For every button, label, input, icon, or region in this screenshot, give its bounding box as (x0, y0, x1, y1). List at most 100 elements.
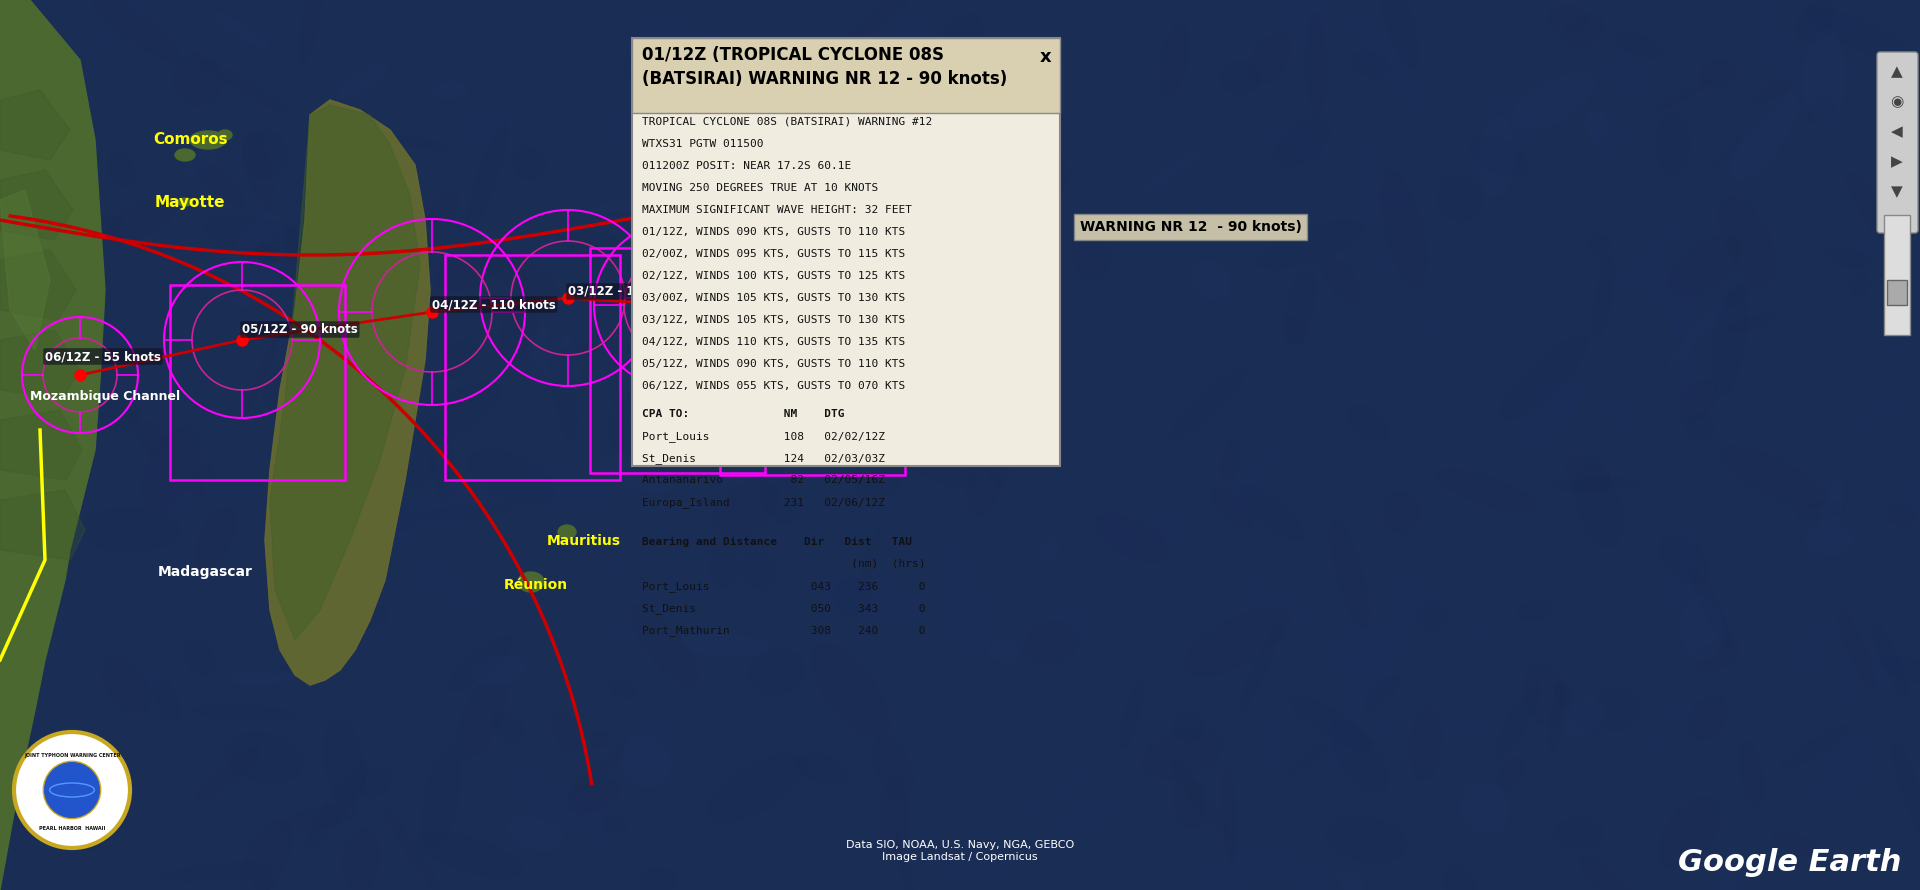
Ellipse shape (359, 766, 392, 798)
Ellipse shape (1705, 94, 1786, 174)
Text: 06/12Z - 55 knots: 06/12Z - 55 knots (44, 350, 161, 363)
Ellipse shape (622, 43, 712, 92)
Ellipse shape (795, 752, 849, 786)
Ellipse shape (1569, 704, 1611, 769)
Ellipse shape (749, 649, 806, 695)
Ellipse shape (1797, 0, 1834, 43)
Text: ▼: ▼ (1891, 184, 1903, 199)
Ellipse shape (1463, 47, 1498, 88)
Ellipse shape (708, 125, 760, 216)
Ellipse shape (1705, 828, 1753, 851)
Ellipse shape (1523, 665, 1571, 727)
Bar (1887, 280, 1907, 305)
Ellipse shape (1651, 271, 1699, 342)
Ellipse shape (1659, 797, 1720, 869)
Ellipse shape (1730, 94, 1799, 182)
Ellipse shape (1755, 2, 1801, 95)
Text: 04/12Z, WINDS 110 KTS, GUSTS TO 135 KTS: 04/12Z, WINDS 110 KTS, GUSTS TO 135 KTS (641, 337, 904, 347)
Ellipse shape (1816, 475, 1845, 556)
Ellipse shape (422, 746, 461, 850)
Ellipse shape (950, 53, 995, 81)
Ellipse shape (1548, 5, 1590, 33)
Ellipse shape (94, 214, 123, 235)
Ellipse shape (407, 382, 501, 447)
Ellipse shape (1154, 506, 1187, 544)
Ellipse shape (1240, 622, 1283, 709)
Bar (720, 245, 904, 475)
Ellipse shape (1160, 23, 1190, 97)
Bar (445, 255, 620, 480)
Text: Bearing and Distance    Dir   Dist   TAU: Bearing and Distance Dir Dist TAU (641, 537, 912, 546)
Ellipse shape (1423, 712, 1511, 740)
Ellipse shape (186, 530, 217, 574)
Ellipse shape (1845, 173, 1908, 262)
Text: Mauritius: Mauritius (547, 534, 620, 548)
Ellipse shape (113, 392, 221, 430)
Ellipse shape (1672, 786, 1786, 805)
Ellipse shape (1286, 861, 1325, 890)
Ellipse shape (1557, 695, 1605, 735)
Ellipse shape (1200, 845, 1302, 890)
Ellipse shape (849, 623, 870, 646)
Ellipse shape (56, 398, 92, 407)
Ellipse shape (1116, 239, 1137, 261)
Bar (632, 38, 1060, 113)
Ellipse shape (518, 572, 543, 592)
Polygon shape (0, 490, 84, 560)
Circle shape (44, 762, 100, 818)
Ellipse shape (1471, 616, 1494, 647)
Ellipse shape (639, 12, 735, 84)
Ellipse shape (129, 413, 205, 496)
Ellipse shape (975, 204, 1012, 237)
Bar (589, 248, 764, 473)
Ellipse shape (559, 525, 576, 539)
Ellipse shape (893, 443, 977, 490)
Polygon shape (0, 170, 73, 240)
Ellipse shape (1192, 260, 1231, 300)
Ellipse shape (910, 54, 987, 124)
Circle shape (44, 762, 100, 818)
Text: 03/00Z - 105 knots: 03/00Z - 105 knots (678, 298, 801, 311)
Ellipse shape (833, 578, 872, 616)
Bar (632, 38, 1060, 466)
Ellipse shape (419, 832, 522, 878)
Ellipse shape (154, 677, 180, 723)
Ellipse shape (1273, 117, 1331, 167)
Text: 06/12Z, WINDS 055 KTS, GUSTS TO 070 KTS: 06/12Z, WINDS 055 KTS, GUSTS TO 070 KTS (641, 381, 904, 391)
Ellipse shape (1390, 522, 1428, 558)
Ellipse shape (707, 753, 806, 823)
Ellipse shape (1094, 514, 1171, 563)
Ellipse shape (1755, 78, 1793, 101)
Ellipse shape (591, 731, 609, 748)
Ellipse shape (426, 414, 455, 502)
Text: 03/12Z, WINDS 105 KTS, GUSTS TO 130 KTS: 03/12Z, WINDS 105 KTS, GUSTS TO 130 KTS (641, 315, 904, 325)
Text: 04/12Z - 110 knots: 04/12Z - 110 knots (432, 298, 555, 311)
Ellipse shape (336, 60, 390, 101)
Ellipse shape (891, 9, 927, 49)
Polygon shape (0, 410, 83, 480)
Ellipse shape (732, 214, 780, 292)
Ellipse shape (196, 55, 244, 134)
Ellipse shape (814, 163, 829, 188)
Ellipse shape (432, 82, 468, 101)
Text: 02/00Z, WINDS 095 KTS, GUSTS TO 115 KTS: 02/00Z, WINDS 095 KTS, GUSTS TO 115 KTS (641, 249, 904, 259)
Ellipse shape (1680, 596, 1722, 661)
Ellipse shape (111, 195, 154, 265)
Ellipse shape (1098, 467, 1139, 578)
Ellipse shape (1382, 491, 1421, 534)
Ellipse shape (1826, 424, 1868, 464)
Ellipse shape (812, 643, 891, 739)
Ellipse shape (1753, 758, 1795, 832)
Ellipse shape (852, 429, 914, 501)
Ellipse shape (1638, 659, 1705, 743)
Ellipse shape (1071, 227, 1112, 280)
Ellipse shape (1321, 257, 1361, 305)
Ellipse shape (1361, 386, 1384, 445)
Ellipse shape (1668, 235, 1741, 296)
Text: TROPICAL CYCLONE 08S (BATSIRAI) WARNING #12: TROPICAL CYCLONE 08S (BATSIRAI) WARNING … (641, 117, 933, 127)
Polygon shape (265, 100, 430, 685)
Ellipse shape (1799, 8, 1849, 68)
Ellipse shape (175, 149, 196, 161)
Ellipse shape (1236, 99, 1284, 209)
Ellipse shape (1676, 12, 1734, 91)
